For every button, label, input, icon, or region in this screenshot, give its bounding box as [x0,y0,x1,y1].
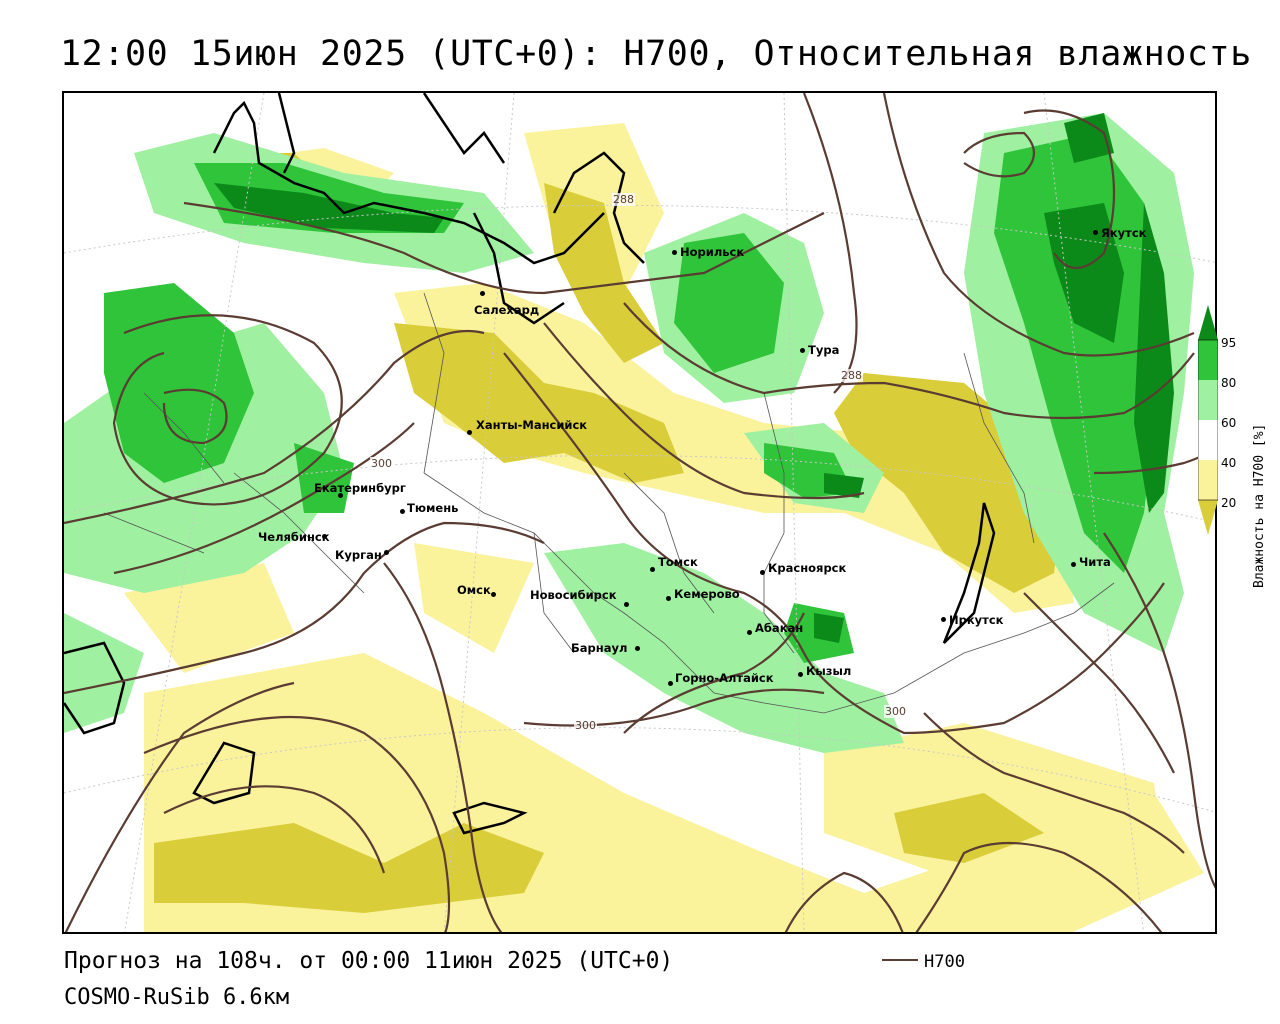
coastlines [64,93,996,835]
h700-contours [64,93,1215,932]
city-label: Норильск [680,245,745,259]
city-label: Чита [1079,555,1111,569]
city-label: Екатеринбург [314,481,406,495]
city-label: Салехард [474,303,540,317]
city-marker: Якутск [1093,226,1147,240]
city-marker: Чита [1071,555,1111,569]
colorbar-tick: 60 [1221,416,1237,430]
city-marker: Томск [650,555,698,572]
model-name: COSMO-RuSib 6.6км [64,985,290,1010]
city-label: Якутск [1101,226,1147,240]
city-marker: Норильск [672,245,745,259]
colorbar-segment [1198,305,1218,340]
contour-label: 300 [574,719,597,732]
city-marker: Красноярск [760,561,847,575]
city-marker: Новосибирск [530,588,629,607]
colorbar-segment [1198,340,1218,380]
colorbar-segment [1198,460,1218,500]
map-title: 12:00 15июн 2025 (UTC+0): H700, Относите… [60,34,1252,74]
h700-legend-label: H700 [924,952,965,972]
city-marker: Омск [457,583,496,597]
h700-legend-line [882,959,918,961]
city-label: Красноярск [768,561,847,575]
colorbar-title: Влажность на H700 [%] [1252,423,1267,588]
colorbar-segment [1198,500,1218,535]
city-marker: Ханты-Мансийск [467,418,588,435]
colorbar-tick: 40 [1221,456,1237,470]
contour-label: 300 [884,705,907,718]
colorbar [1198,305,1218,535]
city-label: Ханты-Мансийск [476,418,588,432]
colorbar-tick: 80 [1221,376,1237,390]
humidity-field-saturated [214,113,1174,643]
contour-label: 288 [840,369,863,382]
city-label: Барнаул [571,641,628,655]
city-label: Абакан [755,621,804,635]
city-marker: Абакан [747,621,804,635]
colorbar-segment [1198,420,1218,460]
city-marker: Тура [800,343,840,357]
graticule [64,93,1215,932]
colorbar-tick: 95 [1221,336,1237,350]
city-label: Тура [808,343,840,357]
city-marker: Курган [335,548,389,562]
city-label: Курган [335,548,382,562]
city-marker: Кызыл [798,664,852,678]
city-marker: Челябинск [258,530,330,544]
city-label: Иркутск [949,613,1004,627]
city-label: Кемерово [674,587,740,601]
humidity-map: 288 288 300 300 300 Якутск Норильск Сале… [62,91,1217,934]
colorbar-segment [1198,380,1218,420]
city-label: Челябинск [258,530,330,544]
forecast-info: Прогноз на 108ч. от 00:00 11июн 2025 (UT… [64,948,674,974]
city-marker: Иркутск [941,613,1004,627]
map-fields [64,93,1215,932]
city-label: Томск [658,555,698,569]
city-marker: Горно-Алтайск [668,671,774,686]
contour-label: 300 [370,457,393,470]
contour-label: 288 [612,193,635,206]
city-marker: Кемерово [666,587,740,601]
city-label: Омск [457,583,491,597]
city-label: Горно-Алтайск [675,671,774,685]
region-borders [103,292,1115,714]
city-marker: Барнаул [571,641,640,655]
city-marker: Тюмень [400,501,459,515]
city-label: Кызыл [806,664,852,678]
city-marker: Салехард [474,291,539,317]
city-label: Новосибирск [530,588,617,602]
colorbar-tick: 20 [1221,496,1237,510]
city-marker: Екатеринбург [314,481,406,498]
city-label: Тюмень [407,501,459,515]
